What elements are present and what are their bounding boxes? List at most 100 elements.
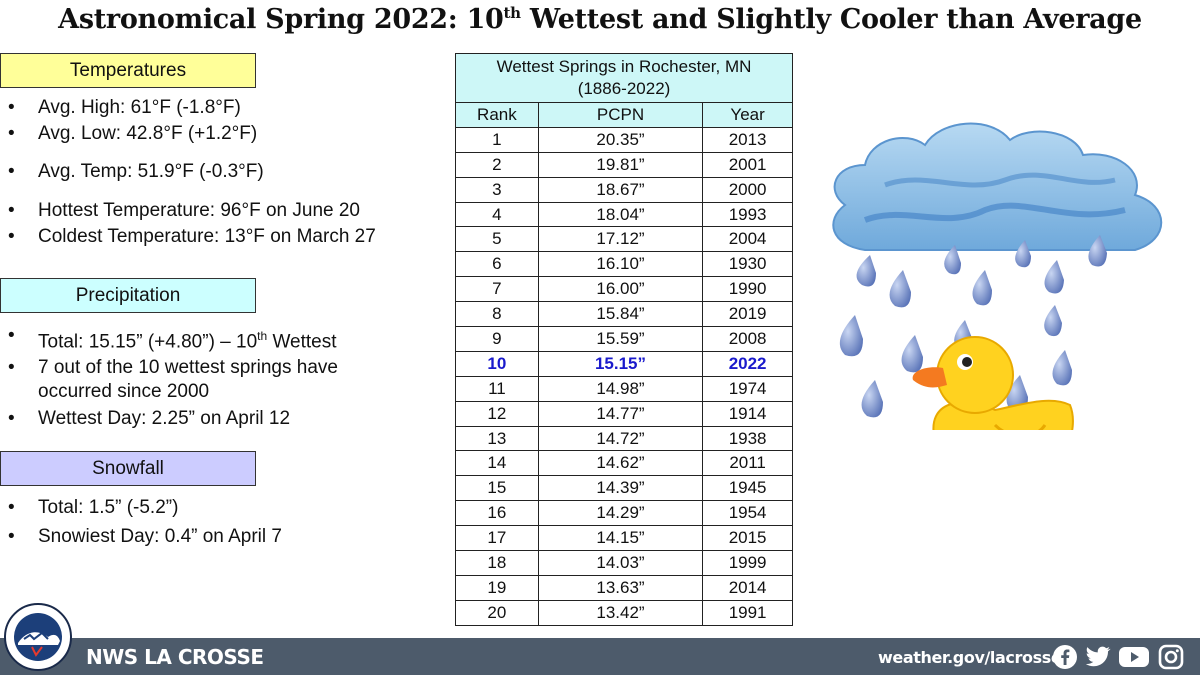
rank-cell: 16 xyxy=(455,500,539,527)
rank-cell: 12 xyxy=(455,400,539,427)
column-header-pcpn: PCPN xyxy=(537,102,704,128)
twitter-icon[interactable] xyxy=(1084,644,1112,670)
year-cell: 1938 xyxy=(702,425,793,452)
year-cell: 1945 xyxy=(702,475,793,502)
list-item: Total: 1.5” (-5.2”) xyxy=(8,496,282,520)
table-row: 19 13.63” 2014 xyxy=(455,574,793,601)
year-cell: 2013 xyxy=(702,126,793,153)
rank-cell: 20 xyxy=(455,599,539,626)
snowfall-header: Snowfall xyxy=(0,451,256,486)
table-row: 15 14.39” 1945 xyxy=(455,475,793,502)
rank-cell: 10 xyxy=(455,350,539,377)
rank-cell: 2 xyxy=(455,151,539,178)
precipitation-list: Total: 15.15” (+4.80”) – 10th Wettest 7 … xyxy=(8,324,408,431)
table-row: 3 18.67” 2000 xyxy=(455,176,793,203)
year-cell: 2011 xyxy=(702,450,793,477)
table-row: 11 14.98” 1974 xyxy=(455,375,793,402)
rank-cell: 4 xyxy=(455,201,539,228)
page-title: Astronomical Spring 2022: 10th Wettest a… xyxy=(58,4,1142,35)
table-row: 18 14.03” 1999 xyxy=(455,550,793,576)
year-cell: 1930 xyxy=(702,251,793,278)
list-item: Wettest Day: 2.25” on April 12 xyxy=(8,407,408,431)
rank-cell: 15 xyxy=(455,475,539,502)
pcpn-cell: 13.63” xyxy=(537,574,704,601)
table-title: Wettest Springs in Rochester, MN (1886-20… xyxy=(455,53,793,103)
rain-cloud-icon xyxy=(832,122,1163,251)
year-cell: 2004 xyxy=(702,226,793,253)
table-row: 13 14.72” 1938 xyxy=(455,425,793,452)
rank-cell: 14 xyxy=(455,450,539,477)
wettest-springs-table: Wettest Springs in Rochester, MN (1886-20… xyxy=(455,53,793,626)
pcpn-cell: 17.12” xyxy=(537,226,704,253)
rain-duck-illustration xyxy=(832,122,1163,430)
table-body: 1 20.35” 2013 2 19.81” 2001 3 18.67” 2000 4 18.04”… xyxy=(455,126,793,626)
precipitation-header: Precipitation xyxy=(0,278,256,313)
table-row: 5 17.12” 2004 xyxy=(455,226,793,253)
list-item: Avg. Low: 42.8°F (+1.2°F) xyxy=(8,122,376,146)
year-cell: 2015 xyxy=(702,525,793,552)
year-cell: 1974 xyxy=(702,375,793,402)
raindrops-icon xyxy=(839,235,1107,418)
rank-cell: 5 xyxy=(455,226,539,253)
youtube-icon[interactable] xyxy=(1118,644,1150,670)
rank-cell: 17 xyxy=(455,525,539,552)
table-row: 9 15.59” 2008 xyxy=(455,326,793,352)
table-row: 6 16.10” 1930 xyxy=(455,251,793,278)
year-cell: 2019 xyxy=(702,301,793,328)
rank-cell: 11 xyxy=(455,375,539,402)
table-row: 10 15.15” 2022 xyxy=(455,350,793,377)
pcpn-cell: 15.59” xyxy=(537,326,704,352)
year-cell: 2014 xyxy=(702,574,793,601)
list-item: Avg. Temp: 51.9°F (-0.3°F) xyxy=(8,160,376,184)
year-cell: 2000 xyxy=(702,176,793,203)
pcpn-cell: 14.39” xyxy=(537,475,704,502)
rank-cell: 18 xyxy=(455,550,539,576)
snowfall-list: Total: 1.5” (-5.2”) Snowiest Day: 0.4” o… xyxy=(8,496,282,549)
rank-cell: 8 xyxy=(455,301,539,328)
footer-brand: NWS LA CROSSE xyxy=(86,645,264,669)
year-cell: 2022 xyxy=(702,350,793,377)
column-header-year: Year xyxy=(702,102,793,128)
rank-cell: 7 xyxy=(455,276,539,303)
pcpn-cell: 18.67” xyxy=(537,176,704,203)
year-cell: 2001 xyxy=(702,151,793,178)
year-cell: 1993 xyxy=(702,201,793,228)
nws-logo xyxy=(4,603,72,671)
pcpn-cell: 14.98” xyxy=(537,375,704,402)
table-row: 20 13.42” 1991 xyxy=(455,599,793,626)
rank-cell: 9 xyxy=(455,326,539,352)
list-item: Avg. High: 61°F (-1.8°F) xyxy=(8,96,376,120)
pcpn-cell: 13.42” xyxy=(537,599,704,626)
temperatures-header: Temperatures xyxy=(0,53,256,88)
column-header-rank: Rank xyxy=(455,102,539,128)
list-item: Hottest Temperature: 96°F on June 20 xyxy=(8,199,376,223)
list-item: Total: 15.15” (+4.80”) – 10th Wettest xyxy=(8,324,408,354)
list-item: 7 out of the 10 wettest springs have occ… xyxy=(8,356,398,404)
pcpn-cell: 14.77” xyxy=(537,400,704,427)
table-row: 8 15.84” 2019 xyxy=(455,301,793,328)
table-row: 2 19.81” 2001 xyxy=(455,151,793,178)
year-cell: 1990 xyxy=(702,276,793,303)
rank-cell: 13 xyxy=(455,425,539,452)
table-row: 16 14.29” 1954 xyxy=(455,500,793,527)
pcpn-cell: 14.03” xyxy=(537,550,704,576)
pcpn-cell: 14.62” xyxy=(537,450,704,477)
year-cell: 1991 xyxy=(702,599,793,626)
temperatures-list: Avg. High: 61°F (-1.8°F) Avg. Low: 42.8°… xyxy=(8,96,376,249)
table-row: 14 14.62” 2011 xyxy=(455,450,793,477)
footer-url[interactable]: weather.gov/lacrosse xyxy=(878,648,1062,667)
pcpn-cell: 16.00” xyxy=(537,276,704,303)
pcpn-cell: 14.15” xyxy=(537,525,704,552)
facebook-icon[interactable] xyxy=(1052,644,1078,670)
pcpn-cell: 15.84” xyxy=(537,301,704,328)
pcpn-cell: 19.81” xyxy=(537,151,704,178)
footer-bar: NWS LA CROSSE weather.gov/lacrosse xyxy=(0,638,1200,675)
year-cell: 1954 xyxy=(702,500,793,527)
pcpn-cell: 20.35” xyxy=(537,126,704,153)
rank-cell: 3 xyxy=(455,176,539,203)
table-row: 17 14.15” 2015 xyxy=(455,525,793,552)
rank-cell: 19 xyxy=(455,574,539,601)
instagram-icon[interactable] xyxy=(1158,644,1184,670)
rubber-duck-icon xyxy=(912,336,1074,430)
pcpn-cell: 14.29” xyxy=(537,500,704,527)
